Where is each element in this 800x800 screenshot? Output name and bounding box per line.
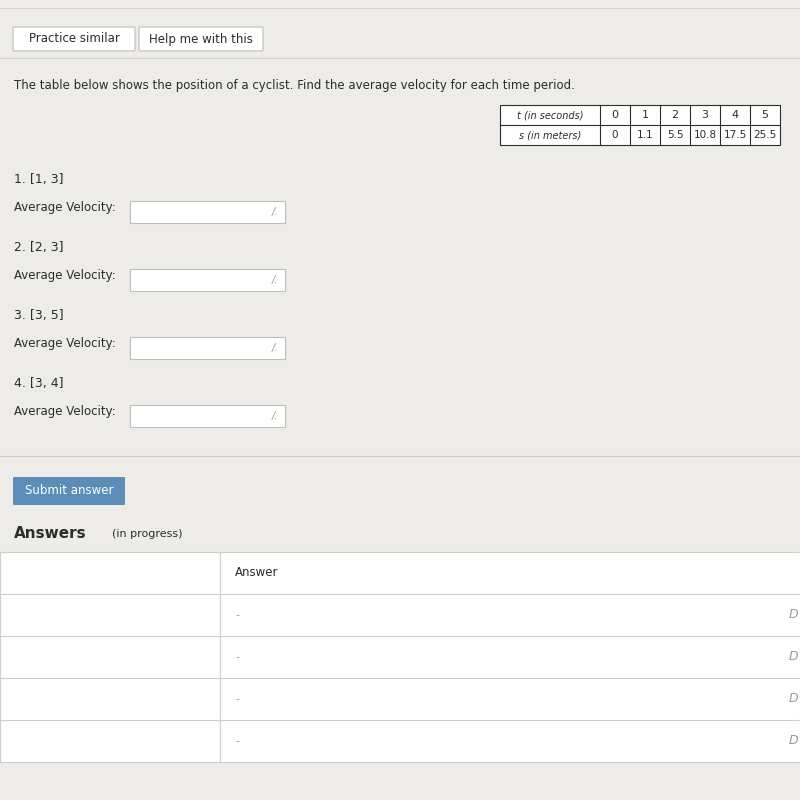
Text: 0: 0 (612, 130, 618, 140)
Text: 2: 2 (671, 110, 678, 120)
Text: 3: 3 (702, 110, 709, 120)
Text: 25.5: 25.5 (754, 130, 777, 140)
Bar (0, 552, 800, 762)
Text: /.: /. (272, 275, 278, 285)
Text: (in progress): (in progress) (112, 529, 182, 539)
Text: 17.5: 17.5 (723, 130, 746, 140)
Text: -: - (235, 736, 239, 746)
Bar (0, 552, 800, 762)
Bar (500, 105, 780, 145)
Text: D: D (788, 734, 798, 747)
Bar (130, 405, 285, 427)
Text: t (in seconds): t (in seconds) (517, 110, 583, 120)
FancyBboxPatch shape (139, 27, 263, 51)
Text: Answer: Answer (235, 566, 278, 579)
Text: Average Velocity:: Average Velocity: (14, 338, 116, 350)
Text: D: D (788, 609, 798, 622)
Text: 2. [2, 3]: 2. [2, 3] (14, 242, 63, 254)
Text: 4: 4 (731, 110, 738, 120)
Text: Help me with this: Help me with this (149, 33, 253, 46)
Text: Answers: Answers (14, 526, 86, 542)
Text: Average Velocity:: Average Velocity: (14, 270, 116, 282)
Text: 10.8: 10.8 (694, 130, 717, 140)
Text: Submit answer: Submit answer (25, 485, 114, 498)
Bar (130, 337, 285, 359)
Text: Practice similar: Practice similar (29, 33, 119, 46)
Text: 5.5: 5.5 (666, 130, 683, 140)
Text: 0: 0 (611, 110, 618, 120)
Bar (130, 201, 285, 223)
Text: Average Velocity:: Average Velocity: (14, 202, 116, 214)
FancyBboxPatch shape (13, 477, 125, 505)
Text: 1.1: 1.1 (637, 130, 654, 140)
Text: 1. [1, 3]: 1. [1, 3] (14, 174, 63, 186)
Text: 3. [3, 5]: 3. [3, 5] (14, 310, 64, 322)
Text: /.: /. (272, 207, 278, 217)
Text: 4. [3, 4]: 4. [3, 4] (14, 378, 63, 390)
Text: D: D (788, 693, 798, 706)
Text: D: D (788, 650, 798, 663)
Text: -: - (235, 694, 239, 704)
Text: s (in meters): s (in meters) (519, 130, 581, 140)
Text: The table below shows the position of a cyclist. Find the average velocity for e: The table below shows the position of a … (14, 78, 575, 91)
Text: /.: /. (272, 411, 278, 421)
Text: 5: 5 (762, 110, 769, 120)
FancyBboxPatch shape (13, 27, 135, 51)
Text: -: - (235, 652, 239, 662)
Bar (130, 269, 285, 291)
Text: -: - (235, 610, 239, 620)
Text: Average Velocity:: Average Velocity: (14, 406, 116, 418)
Text: 1: 1 (642, 110, 649, 120)
Text: /.: /. (272, 343, 278, 353)
